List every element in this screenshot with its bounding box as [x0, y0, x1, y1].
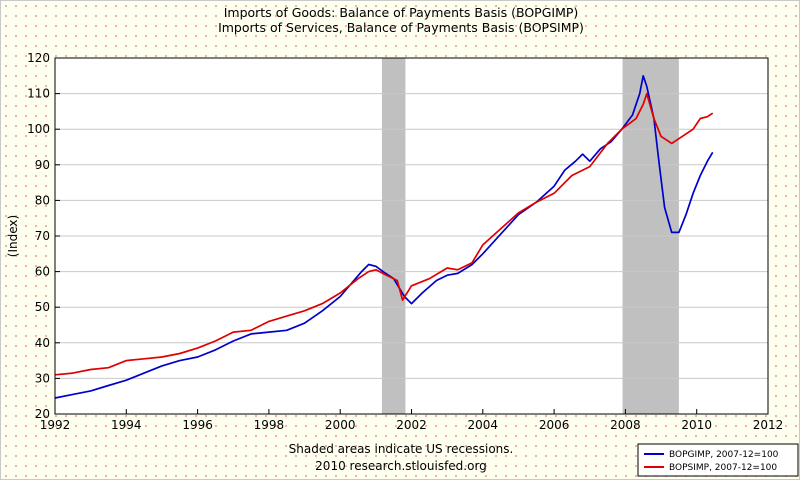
y-tick-label-80: 80	[35, 193, 50, 207]
y-tick-label-20: 20	[35, 407, 50, 421]
series-lines	[54, 74, 714, 399]
x-tick-label-1992: 1992	[40, 418, 71, 432]
chart-title-line-2: Imports of Services, Balance of Payments…	[218, 20, 584, 35]
axis-ticks: 1992 1994 1996 1998 2000 2002 2004 2006 2008 2010…	[27, 51, 783, 432]
recession-note: Shaded areas indicate US recessions.	[289, 442, 514, 456]
y-tick-label-110: 110	[27, 87, 50, 101]
legend-box	[637, 443, 799, 477]
x-tick-label-2012: 2012	[753, 418, 784, 432]
source-note: 2010 research.stlouisfed.org	[315, 459, 487, 473]
gridlines	[55, 93, 768, 379]
x-tick-label-2010: 2010	[681, 418, 712, 432]
x-tick-label-1996: 1996	[182, 418, 213, 432]
x-tick-label-1994: 1994	[111, 418, 142, 432]
y-tick-label-70: 70	[35, 229, 50, 243]
y-tick-label-100: 100	[27, 122, 50, 136]
x-tick-label-2006: 2006	[539, 418, 570, 432]
x-tick-label-2008: 2008	[610, 418, 641, 432]
legend: BOPGIMP, 2007-12=100 BOPSIMP, 2007-12=10…	[637, 443, 799, 477]
series-line-bopsimp	[54, 92, 714, 376]
y-axis-title: (Index)	[6, 215, 20, 257]
legend-label-bopgimp: BOPGIMP, 2007-12=100	[669, 450, 779, 460]
chart-title-line-1: Imports of Goods: Balance of Payments Ba…	[224, 5, 579, 20]
y-tick-label-60: 60	[35, 265, 50, 279]
y-tick-label-120: 120	[27, 51, 50, 65]
x-tick-label-2000: 2000	[325, 418, 356, 432]
x-tick-label-1998: 1998	[254, 418, 285, 432]
x-tick-label-2002: 2002	[396, 418, 427, 432]
y-tick-label-40: 40	[35, 336, 50, 350]
x-tick-label-2004: 2004	[468, 418, 499, 432]
y-tick-label-50: 50	[35, 300, 50, 314]
legend-label-bopsimp: BOPSIMP, 2007-12=100	[669, 463, 777, 473]
y-tick-label-90: 90	[35, 158, 50, 172]
y-tick-label-30: 30	[35, 371, 50, 385]
